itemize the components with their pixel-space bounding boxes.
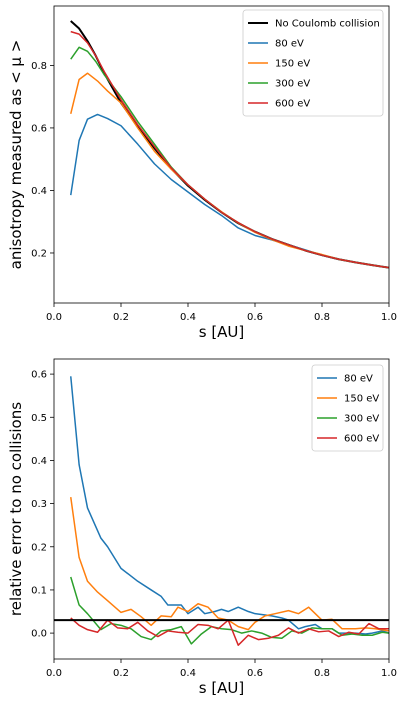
x-tick-label: 0.8 bbox=[314, 668, 330, 679]
x-axis-label: s [AU] bbox=[199, 323, 245, 341]
y-tick-label: 0.3 bbox=[31, 499, 47, 510]
axes-frame bbox=[53, 358, 390, 660]
y-tick-label: 0.8 bbox=[31, 61, 47, 72]
legend: 80 eV 150 eV 300 eV 600 eV bbox=[311, 364, 384, 452]
y-axis-label: relative error to no collisions bbox=[7, 402, 25, 616]
y-tick-label: 0.6 bbox=[31, 370, 47, 381]
x-axis-label: s [AU] bbox=[199, 679, 245, 697]
y-axis-label: anisotropy measured as < μ > bbox=[7, 40, 25, 270]
y-tick-label: 0.4 bbox=[31, 456, 47, 467]
x-tick-label: 1.0 bbox=[381, 668, 397, 679]
anisotropy-panel: 0.0 0.2 0.4 0.6 0.8 1.0 0.2 0.4 0.6 0.8 s [AU] anis… bbox=[7, 5, 397, 341]
series-line-600-ev bbox=[70, 30, 389, 269]
x-tick-label: 0.6 bbox=[247, 312, 263, 323]
legend-label: No Coulomb collision bbox=[275, 19, 380, 30]
series-line-80-ev bbox=[70, 113, 389, 269]
legend-label: 300 eV bbox=[344, 414, 379, 425]
legend-label: 150 eV bbox=[344, 394, 379, 405]
y-tick-label: 0.4 bbox=[31, 186, 47, 197]
legend: No Coulomb collision 80 eV 150 eV 300 eV 600… bbox=[242, 9, 384, 117]
legend-label: 150 eV bbox=[275, 59, 310, 70]
y-tick-label: 0.2 bbox=[31, 248, 47, 259]
y-tick-label: 0.5 bbox=[31, 413, 47, 424]
x-tick-label: 0.0 bbox=[46, 668, 62, 679]
x-tick-label: 1.0 bbox=[381, 312, 397, 323]
legend-box bbox=[311, 364, 384, 452]
x-tick-label: 0.6 bbox=[247, 668, 263, 679]
x-tick-label: 0.0 bbox=[46, 312, 62, 323]
y-tick-label: 0.1 bbox=[31, 585, 47, 596]
x-tick-label: 0.4 bbox=[180, 668, 196, 679]
x-tick-label: 0.8 bbox=[314, 312, 330, 323]
legend-label: 80 eV bbox=[275, 39, 304, 50]
y-tick-label: 0.0 bbox=[31, 629, 47, 640]
y-tick-label: 0.2 bbox=[31, 542, 47, 553]
legend-label: 600 eV bbox=[344, 434, 379, 445]
x-tick-label: 0.4 bbox=[180, 312, 196, 323]
legend-box bbox=[242, 9, 384, 117]
axes-frame bbox=[53, 5, 390, 304]
series-line-80-ev bbox=[70, 376, 389, 635]
legend-label: 600 eV bbox=[275, 99, 310, 110]
x-tick-label: 0.2 bbox=[113, 668, 129, 679]
relative-error-panel: 0.0 0.2 0.4 0.6 0.8 1.00.00.10.20.30.40.50.6s… bbox=[7, 358, 397, 697]
x-tick-label: 0.2 bbox=[113, 312, 129, 323]
legend-label: 80 eV bbox=[344, 374, 373, 385]
legend-label: 300 eV bbox=[275, 79, 310, 90]
y-tick-label: 0.6 bbox=[31, 123, 47, 134]
